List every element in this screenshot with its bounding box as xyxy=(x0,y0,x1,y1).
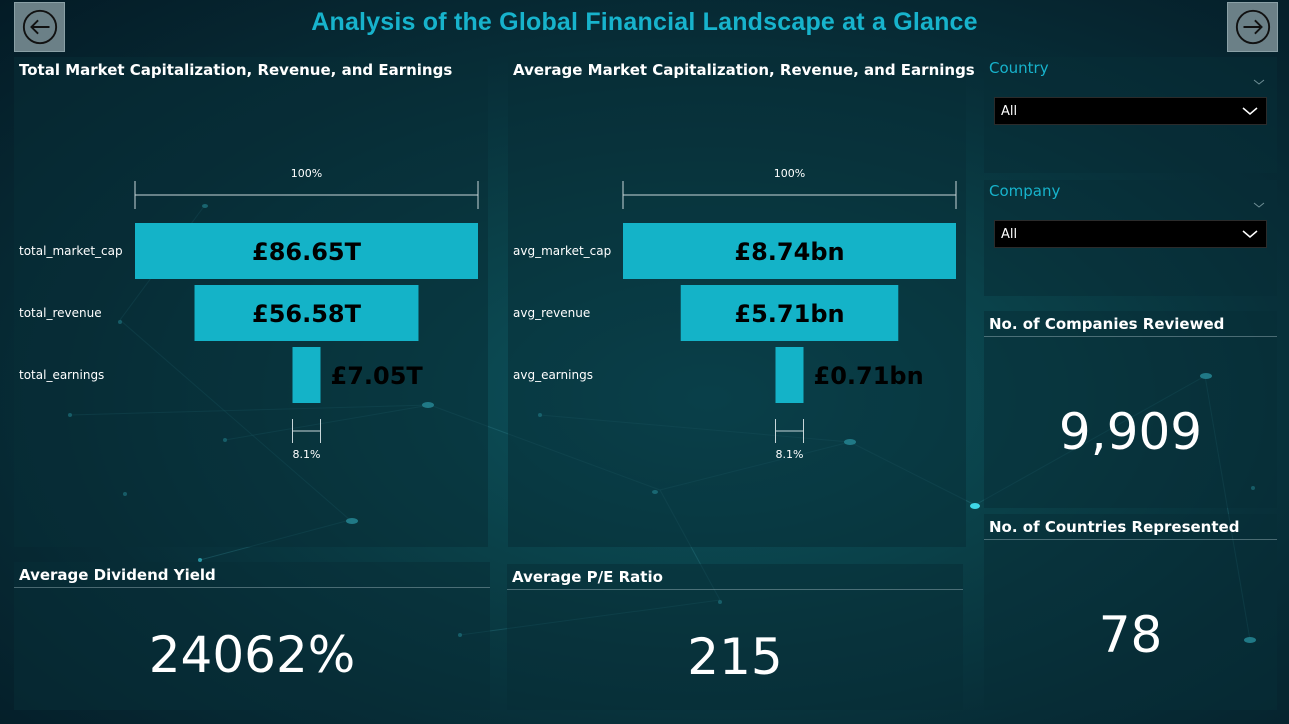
company-dropdown-value: All xyxy=(1001,226,1018,242)
next-button[interactable] xyxy=(1227,2,1278,52)
total-funnel-chart: 100% total_market_cap £86.65T total_revenue… xyxy=(19,167,479,461)
arrow-left-circle-icon xyxy=(22,9,57,45)
total-funnel-value-label: £7.05T xyxy=(331,362,424,390)
chevron-down-icon[interactable] xyxy=(1253,200,1265,210)
country-slicer: Country All xyxy=(984,57,1277,173)
companies-kpi-card: No. of Companies Reviewed 9,909 xyxy=(984,311,1277,508)
country-slicer-label: Country xyxy=(989,59,1049,77)
total-funnel-category-label: total_earnings xyxy=(19,368,104,382)
back-button[interactable] xyxy=(14,2,65,52)
page-title: Analysis of the Global Financial Landsca… xyxy=(311,8,978,36)
avg-funnel-value-label: £8.74bn xyxy=(734,238,844,266)
avg-funnel-top-pct-label: 100% xyxy=(774,167,805,180)
avg-funnel-title: Average Market Capitalization, Revenue, … xyxy=(513,61,975,79)
avg-funnel-bottom-pct-label: 8.1% xyxy=(776,448,804,461)
total-funnel-top-pct-label: 100% xyxy=(291,167,322,180)
total-funnel-value-label: £86.65T xyxy=(252,238,362,266)
avg-funnel-bar-avg_earnings xyxy=(775,347,804,403)
total-funnel-panel: Total Market Capitalization, Revenue, an… xyxy=(14,57,488,547)
pe-ratio-kpi-label: Average P/E Ratio xyxy=(512,568,663,586)
countries-kpi-value: 78 xyxy=(1098,606,1163,664)
avg-funnel-category-label: avg_earnings xyxy=(513,368,593,382)
total-funnel-category-label: total_revenue xyxy=(19,306,102,320)
company-dropdown[interactable]: All xyxy=(994,220,1267,248)
avg-funnel-value-label: £5.71bn xyxy=(734,300,844,328)
country-dropdown[interactable]: All xyxy=(994,97,1267,125)
company-slicer-label: Company xyxy=(989,182,1061,200)
dividend-kpi-card: Average Dividend Yield 24062% xyxy=(14,562,490,710)
avg-funnel-chart: 100% avg_market_cap £8.74bn avg_revenue £5.7… xyxy=(513,167,957,461)
companies-kpi-value: 9,909 xyxy=(1058,403,1203,461)
chevron-down-icon xyxy=(1242,230,1258,238)
countries-kpi-label: No. of Countries Represented xyxy=(989,518,1240,536)
total-funnel-bar-total_market_cap xyxy=(135,223,478,279)
avg-funnel-bar-avg_revenue xyxy=(680,285,899,341)
chevron-down-icon xyxy=(1242,107,1258,115)
total-funnel-bottom-pct-label: 8.1% xyxy=(293,448,321,461)
avg-funnel-category-label: avg_revenue xyxy=(513,306,590,320)
countries-kpi-card: No. of Countries Represented 78 xyxy=(984,514,1277,710)
chevron-down-icon[interactable] xyxy=(1253,77,1265,87)
total-funnel-title: Total Market Capitalization, Revenue, an… xyxy=(19,61,453,79)
avg-funnel-bar-avg_market_cap xyxy=(623,223,956,279)
total-funnel-value-label: £56.58T xyxy=(252,300,362,328)
total-funnel-bar-total_revenue xyxy=(194,285,419,341)
pe-ratio-kpi-card: Average P/E Ratio 215 xyxy=(507,564,963,710)
dividend-kpi-value: 24062% xyxy=(148,626,356,684)
avg-funnel-category-label: avg_market_cap xyxy=(513,244,611,258)
arrow-right-circle-icon xyxy=(1235,9,1270,45)
total-funnel-category-label: total_market_cap xyxy=(19,244,123,258)
company-slicer: Company All xyxy=(984,180,1277,296)
avg-funnel-panel: Average Market Capitalization, Revenue, … xyxy=(508,57,975,547)
pe-ratio-kpi-value: 215 xyxy=(687,628,783,686)
total-funnel-bar-total_earnings xyxy=(292,347,321,403)
avg-funnel-value-label: £0.71bn xyxy=(814,362,924,390)
companies-kpi-label: No. of Companies Reviewed xyxy=(989,315,1225,333)
dividend-kpi-label: Average Dividend Yield xyxy=(19,566,216,584)
country-dropdown-value: All xyxy=(1001,103,1018,119)
